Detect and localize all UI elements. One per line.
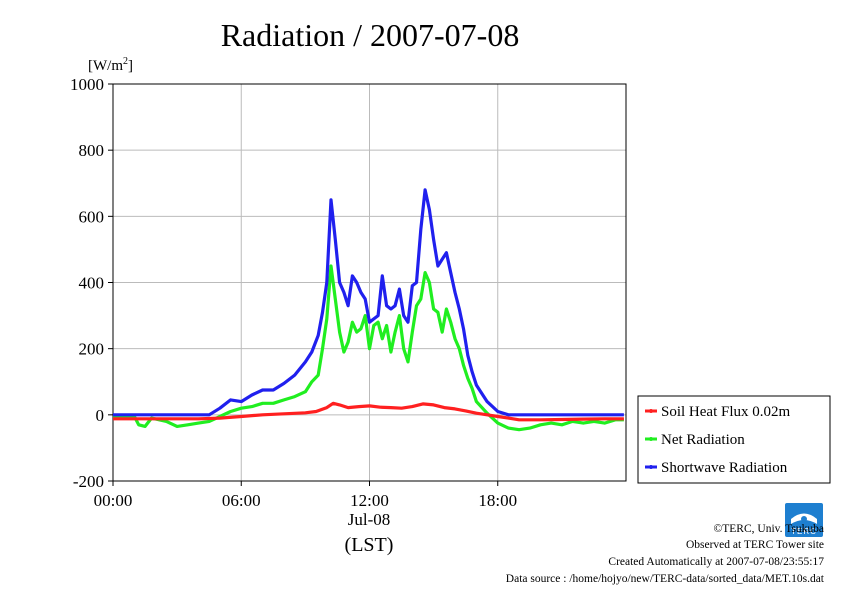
footer-created: Created Automatically at 2007-07-08/23:5… (608, 556, 824, 568)
x-tick-label: 18:00 (478, 491, 517, 510)
footer-copyright: ©TERC, Univ. Tsukuba (713, 523, 824, 535)
y-axis-label: [W/m2] (88, 56, 133, 74)
y-tick-label: 800 (79, 141, 105, 160)
series-line (113, 188, 624, 417)
x-tick-label: 12:00 (350, 491, 389, 510)
legend-label: Shortwave Radiation (661, 460, 788, 476)
y-tick-label: -200 (73, 472, 104, 491)
legend-marker (649, 409, 653, 413)
y-axis: -200 0 200 400 600 800 1000 (70, 75, 113, 491)
legend-marker (649, 465, 653, 469)
y-tick-label: 1000 (70, 75, 104, 94)
chart-title: Radiation / 2007-07-08 (221, 17, 520, 53)
x-tick-label: 06:00 (222, 491, 261, 510)
y-tick-label: 200 (79, 340, 105, 359)
y-tick-label: 400 (79, 274, 105, 293)
series-line (113, 401, 624, 422)
footer-observed: Observed at TERC Tower site (685, 539, 824, 551)
x-axis-note: (LST) (345, 534, 394, 556)
footer-source: Data source : /home/hojyo/new/TERC-data/… (505, 573, 824, 585)
x-tick-label: 00:00 (94, 491, 133, 510)
legend-marker (649, 437, 653, 441)
grid-lines (113, 84, 626, 481)
series-line (113, 264, 624, 432)
logo-text: TERC (791, 527, 817, 536)
x-date-label: Jul-08 (348, 510, 391, 529)
legend-box (637, 395, 831, 484)
terc-logo: TERC (785, 503, 823, 537)
y-tick-label: 0 (96, 406, 105, 425)
legend-label: Soil Heat Flux 0.02m (661, 404, 791, 420)
legend: Soil Heat Flux 0.02m Net Radiation Shortwa… (637, 395, 831, 484)
x-axis: 00:00 06:00 12:00 18:00 (94, 481, 517, 510)
series-lines (113, 188, 624, 432)
y-tick-label: 600 (79, 207, 105, 226)
legend-label: Net Radiation (661, 432, 745, 448)
